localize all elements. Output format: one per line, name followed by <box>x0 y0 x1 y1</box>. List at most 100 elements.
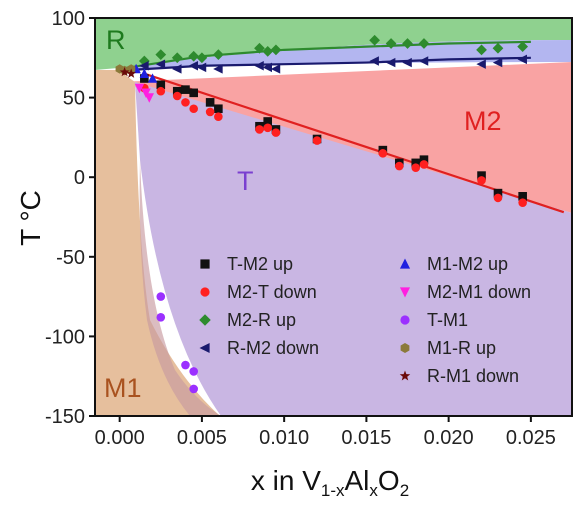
data-point <box>196 62 207 73</box>
data-point <box>214 112 223 122</box>
region-t-fill <box>135 82 572 416</box>
data-point <box>477 176 486 185</box>
legend-entry-label: R-M1 down <box>427 366 519 386</box>
data-point <box>255 125 264 134</box>
region-r-fill <box>95 18 572 70</box>
data-point <box>156 86 166 96</box>
legend-entry-label: M1-R up <box>427 338 496 358</box>
data-point <box>402 38 413 49</box>
legend-marker <box>200 287 210 297</box>
legend-entry-label: T-M1 <box>427 310 468 330</box>
data-point <box>144 93 155 103</box>
data-markers <box>115 34 529 394</box>
data-point <box>262 62 273 73</box>
data-point <box>476 44 487 56</box>
y-tick-label: 50 <box>63 88 85 110</box>
phase-regions <box>95 18 572 416</box>
data-point <box>254 61 264 71</box>
plot-frame <box>94 17 573 417</box>
x-tick-label: 0.000 <box>95 427 145 449</box>
data-point <box>492 57 503 68</box>
data-point <box>312 136 322 145</box>
region-label-m1: M1 <box>104 373 142 403</box>
data-point <box>181 85 190 94</box>
legend-marker <box>399 370 411 381</box>
data-point <box>188 50 200 62</box>
y-tick-label: 100 <box>52 8 85 30</box>
boundary-line <box>119 40 531 71</box>
x-tick-label: 0.010 <box>259 427 309 449</box>
data-point <box>263 123 273 133</box>
data-point <box>369 34 380 46</box>
data-point <box>518 192 527 201</box>
data-point <box>493 193 503 203</box>
data-point <box>517 41 529 53</box>
data-point <box>171 52 183 64</box>
legend: T-M2 up M2-T down M2-R up R-M2 down M1-M2 up… <box>199 254 531 386</box>
y-axis-ticks: 100 50 0 -50 -100 -150 <box>45 8 95 428</box>
data-point <box>156 312 166 322</box>
data-point <box>418 38 430 49</box>
data-point <box>141 88 151 98</box>
region-m2-fill <box>118 62 572 213</box>
data-point <box>147 73 158 83</box>
region-label-r: R <box>106 25 126 55</box>
data-point <box>394 161 404 171</box>
x-axis-ticks: 0.000 0.005 0.010 0.015 0.020 0.025 <box>95 416 556 449</box>
data-point <box>196 52 208 64</box>
boundary-line <box>119 56 531 72</box>
data-point <box>213 64 223 74</box>
data-point <box>517 54 527 65</box>
data-point <box>476 59 486 69</box>
region-label-m2: M2 <box>464 106 502 136</box>
legend-entry-label: M2-R up <box>227 310 296 330</box>
y-tick-label: -50 <box>56 247 85 269</box>
data-point <box>139 68 150 79</box>
data-point <box>139 61 149 71</box>
x-axis-title: x in V1-xAlxO2 <box>251 465 409 500</box>
legend-marker <box>199 314 211 326</box>
region-m1-shade <box>139 160 221 416</box>
data-point <box>189 367 198 376</box>
legend-marker <box>400 342 410 354</box>
region-label-t: T <box>237 166 254 196</box>
x-tick-label: 0.005 <box>177 427 227 449</box>
data-point <box>263 117 273 126</box>
data-point <box>477 171 486 180</box>
data-point <box>418 56 429 66</box>
data-point <box>181 360 190 370</box>
data-point <box>493 188 503 198</box>
data-point <box>419 160 429 169</box>
region-m1-fill <box>95 70 220 416</box>
y-tick-label: -100 <box>45 326 85 348</box>
data-point <box>189 88 198 98</box>
data-point <box>189 104 198 114</box>
data-point <box>214 104 223 114</box>
data-point <box>134 83 145 94</box>
legend-entry-label: R-M2 down <box>227 338 319 358</box>
data-point <box>189 384 198 394</box>
data-point <box>205 98 215 107</box>
legend-entry-label: M2-M1 down <box>427 282 531 302</box>
y-tick-label: 0 <box>74 167 85 189</box>
data-point <box>172 86 182 96</box>
data-point <box>518 198 527 207</box>
legend-marker <box>200 259 210 269</box>
data-point <box>140 74 149 83</box>
data-point <box>155 49 167 60</box>
data-point <box>254 42 265 54</box>
legend-marker <box>199 342 210 354</box>
data-point <box>492 42 504 54</box>
legend-entry-label: T-M2 up <box>227 254 293 274</box>
data-point <box>419 155 429 164</box>
x-tick-label: 0.015 <box>341 427 391 449</box>
x-tick-label: 0.025 <box>506 427 556 449</box>
data-point <box>270 44 282 56</box>
data-point <box>155 59 166 69</box>
data-point <box>156 80 166 90</box>
y-axis-title: T °C <box>15 190 46 246</box>
data-point <box>119 66 130 77</box>
data-point <box>205 107 215 117</box>
data-point <box>172 91 182 101</box>
